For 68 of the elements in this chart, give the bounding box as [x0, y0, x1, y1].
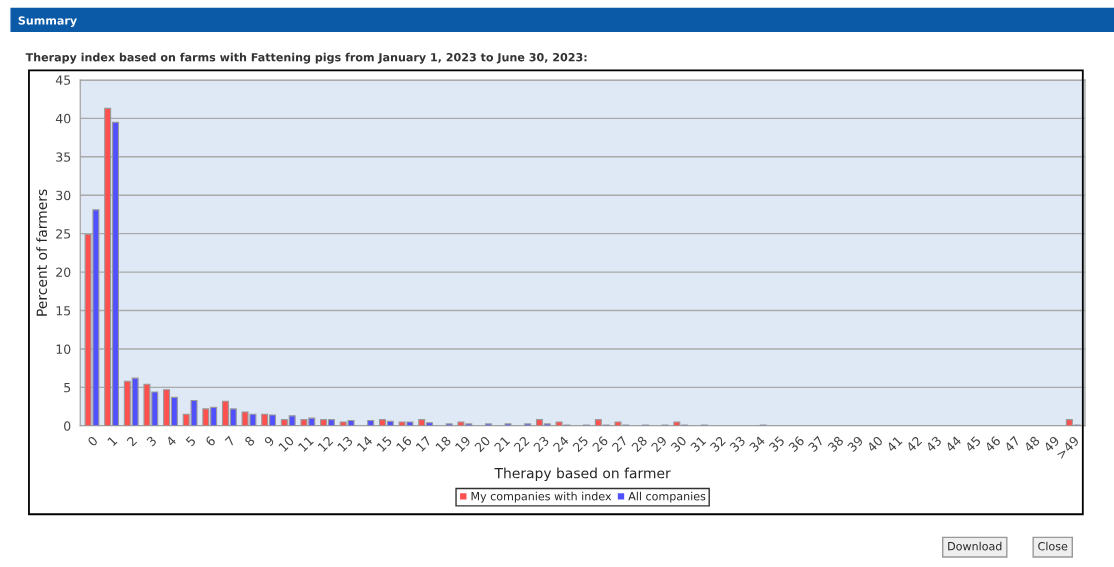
x-tick-label: 35 [768, 435, 785, 453]
text: Close [1038, 541, 1068, 551]
x-tick-label: 17 [415, 435, 432, 452]
y-tick-label: 25 [56, 229, 71, 239]
legend-label: All companies [628, 491, 706, 503]
x-tick-label: 0 [87, 435, 99, 447]
x-tick-label: 46 [984, 435, 1002, 453]
x-tick-label: 39 [846, 435, 864, 453]
x-tick-label: 7 [224, 435, 236, 447]
y-tick-label: 15 [56, 306, 71, 316]
y-tick-label: 10 [56, 344, 71, 354]
x-tick-label: 13 [336, 435, 354, 452]
x-tick-label: 31 [689, 435, 707, 453]
x-tick-label: 48 [1023, 435, 1041, 453]
x-tick-label: 43 [925, 435, 943, 453]
x-tick-label: 19 [454, 435, 472, 452]
x-tick-label: 29 [650, 435, 668, 453]
y-tick-label: 40 [55, 113, 71, 124]
x-tick-label: 16 [395, 435, 413, 452]
x-tick-label: 37 [807, 435, 825, 453]
x-tick-label: 47 [1003, 435, 1021, 453]
y-tick-label: 30 [56, 190, 71, 201]
x-tick-label: 42 [905, 435, 923, 453]
x-tick-label: 9 [263, 435, 275, 447]
x-tick-label: 24 [552, 435, 570, 453]
y-axis-title: Percent of farmers [36, 189, 48, 316]
y-tick-label: 5 [64, 383, 71, 393]
x-tick-label: 32 [709, 435, 726, 453]
y-tick-label: 0 [64, 421, 71, 431]
x-tick-label: 18 [435, 435, 452, 452]
x-tick-label: 40 [866, 435, 884, 453]
y-tick-label: 35 [56, 152, 71, 162]
x-tick-label: 10 [278, 435, 295, 452]
x-tick-label: 1 [107, 435, 118, 447]
x-tick-label: 14 [356, 435, 373, 452]
x-tick-label: 3 [146, 435, 157, 447]
x-tick-label: 41 [886, 435, 903, 453]
x-tick-label: 22 [513, 435, 530, 453]
x-tick-label: 33 [729, 435, 746, 453]
x-tick-label: 44 [944, 435, 962, 453]
text: Download [948, 541, 1002, 551]
x-tick-label: 8 [244, 435, 256, 447]
text: Summary [18, 16, 77, 27]
x-tick-label: 5 [185, 435, 197, 447]
x-tick-label: 23 [532, 435, 550, 453]
legend-label: My companies with index [471, 491, 612, 503]
x-tick-label: 38 [827, 435, 844, 453]
chart-title: Therapy index based on farms with Fattening pigs from January 1, 2023 to June 30, 2023: [25, 52, 587, 64]
x-tick-label: 36 [788, 435, 805, 453]
x-tick-label: 12 [317, 435, 334, 452]
x-tick-label: 27 [611, 435, 628, 453]
x-tick-label: 20 [474, 435, 491, 453]
x-tick-label: 34 [748, 435, 766, 453]
x-tick-label: 28 [631, 435, 648, 453]
x-tick-label: 26 [591, 435, 609, 453]
x-tick-label: 15 [376, 435, 393, 452]
x-tick-label: 49 [1042, 435, 1060, 453]
x-tick-label: 25 [572, 435, 589, 453]
y-tick-label: 45 [55, 75, 71, 85]
x-tick-label: 11 [297, 435, 314, 452]
y-tick-label: 20 [56, 267, 71, 278]
x-axis-title: Therapy based on farmer [494, 467, 671, 482]
x-tick-label: 2 [126, 435, 138, 447]
x-tick-label: 21 [493, 435, 511, 453]
x-tick-label: 4 [165, 435, 177, 447]
x-tick-label: 45 [964, 435, 982, 453]
x-tick-label: 6 [204, 435, 217, 447]
x-tick-label: 30 [670, 435, 687, 453]
